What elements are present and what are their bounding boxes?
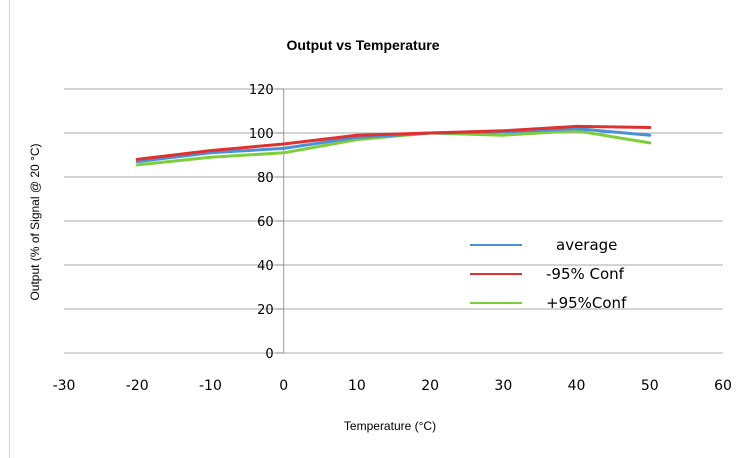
x-tick-label: 50 bbox=[641, 378, 659, 394]
y-tick-label: 0 bbox=[265, 347, 273, 362]
chart-title: Output vs Temperature bbox=[287, 37, 440, 53]
series-line bbox=[135, 124, 652, 161]
x-tick-label: 60 bbox=[714, 378, 732, 394]
x-axis-ticks: -30 -20 -10 0 10 20 30 40 50 60 bbox=[53, 378, 732, 394]
y-axis-label: Output (% of Signal @ 20 °C) bbox=[28, 143, 42, 300]
x-tick-label: -30 bbox=[53, 378, 76, 394]
y-tick-label: 60 bbox=[257, 215, 274, 230]
y-tick-label: 40 bbox=[257, 259, 274, 274]
left-border bbox=[9, 0, 10, 458]
x-axis-label: Temperature (°C) bbox=[344, 419, 436, 433]
y-tick-label: 120 bbox=[249, 83, 274, 98]
x-tick-label: 10 bbox=[348, 378, 366, 394]
y-tick-label: 20 bbox=[257, 303, 274, 318]
x-tick-label: -20 bbox=[126, 378, 149, 394]
series-group bbox=[135, 124, 652, 167]
x-tick-label: -10 bbox=[199, 378, 222, 394]
x-tick-label: 0 bbox=[279, 378, 288, 394]
x-tick-label: 30 bbox=[494, 378, 512, 394]
y-axis-ticks: 0 20 40 60 80 100 120 bbox=[249, 83, 284, 362]
legend: average -95% Conf +95%Conf bbox=[470, 236, 627, 312]
x-tick-label: 20 bbox=[421, 378, 439, 394]
legend-label: average bbox=[556, 236, 617, 254]
legend-label: +95%Conf bbox=[546, 294, 627, 312]
y-tick-label: 100 bbox=[249, 127, 274, 142]
y-tick-label: 80 bbox=[257, 171, 274, 186]
legend-label: -95% Conf bbox=[546, 265, 625, 283]
x-tick-label: 40 bbox=[568, 378, 586, 394]
